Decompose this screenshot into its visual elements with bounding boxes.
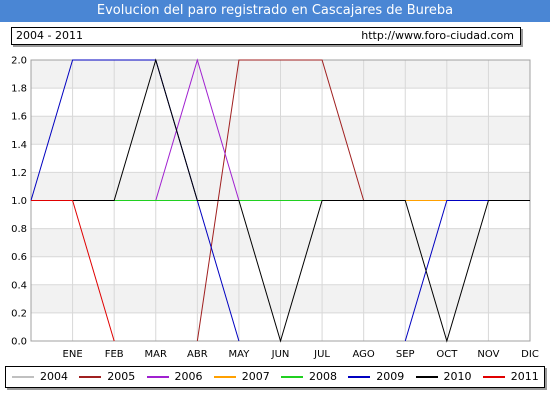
legend-label: 2007 — [241, 370, 270, 383]
series-line-2011 — [31, 200, 115, 342]
legend-swatch — [415, 376, 438, 378]
series-line-2010 — [31, 58, 530, 343]
y-tick-label: 0.0 — [11, 337, 27, 348]
legend-swatch — [12, 376, 34, 378]
x-tick-label: ABR — [187, 349, 208, 360]
x-tick-label: JUL — [313, 349, 330, 360]
chart-title: Evolucion del paro registrado en Cascaja… — [0, 0, 550, 22]
y-tick-label: 1.2 — [11, 168, 27, 179]
y-tick-label: 0.6 — [11, 252, 27, 263]
legend: 2004 2005 2006 2007 2008 2009 2010 2011 — [5, 366, 545, 388]
x-tick-label: DIC — [521, 349, 539, 360]
legend-swatch — [482, 376, 505, 378]
series-line-2009 — [404, 200, 489, 342]
series-line-2009 — [30, 59, 240, 342]
legend-label: 2010 — [443, 370, 472, 383]
legend-swatch — [348, 376, 371, 378]
x-tick-label: MAR — [145, 349, 167, 360]
info-bar: 2004 - 2011 http://www.foro-ciudad.com — [11, 27, 521, 45]
legend-label: 2009 — [376, 370, 405, 383]
years-range: 2004 - 2011 — [16, 29, 83, 42]
legend-swatch — [146, 376, 169, 378]
legend-label: 2004 — [40, 370, 68, 383]
y-tick-label: 1.6 — [11, 112, 27, 123]
y-tick-label: 1.0 — [11, 196, 27, 207]
legend-label: 2011 — [510, 370, 539, 383]
x-tick-label: NOV — [477, 349, 499, 360]
y-tick-label: 0.4 — [11, 280, 27, 291]
x-tick-label: JUN — [271, 349, 290, 360]
legend-label: 2005 — [107, 370, 136, 383]
legend-swatch — [213, 376, 236, 378]
y-tick-label: 1.4 — [11, 140, 27, 151]
legend-swatch — [79, 376, 102, 378]
legend-label: 2006 — [174, 370, 203, 383]
y-tick-label: 0.8 — [11, 224, 27, 235]
y-tick-label: 2.0 — [11, 56, 27, 67]
x-tick-label: AGO — [353, 349, 375, 360]
x-tick-label: OCT — [436, 349, 458, 360]
y-tick-label: 1.8 — [11, 84, 27, 95]
source-url[interactable]: http://www.foro-ciudad.com — [361, 29, 514, 42]
x-tick-label: MAY — [229, 349, 251, 360]
y-tick-label: 0.2 — [11, 308, 27, 319]
x-tick-label: ENE — [63, 349, 83, 360]
x-tick-label: SEP — [396, 349, 415, 360]
legend-label: 2008 — [309, 370, 337, 383]
legend-swatch — [281, 376, 303, 378]
x-tick-label: FEB — [105, 349, 124, 360]
series-line-2006 — [155, 58, 240, 201]
